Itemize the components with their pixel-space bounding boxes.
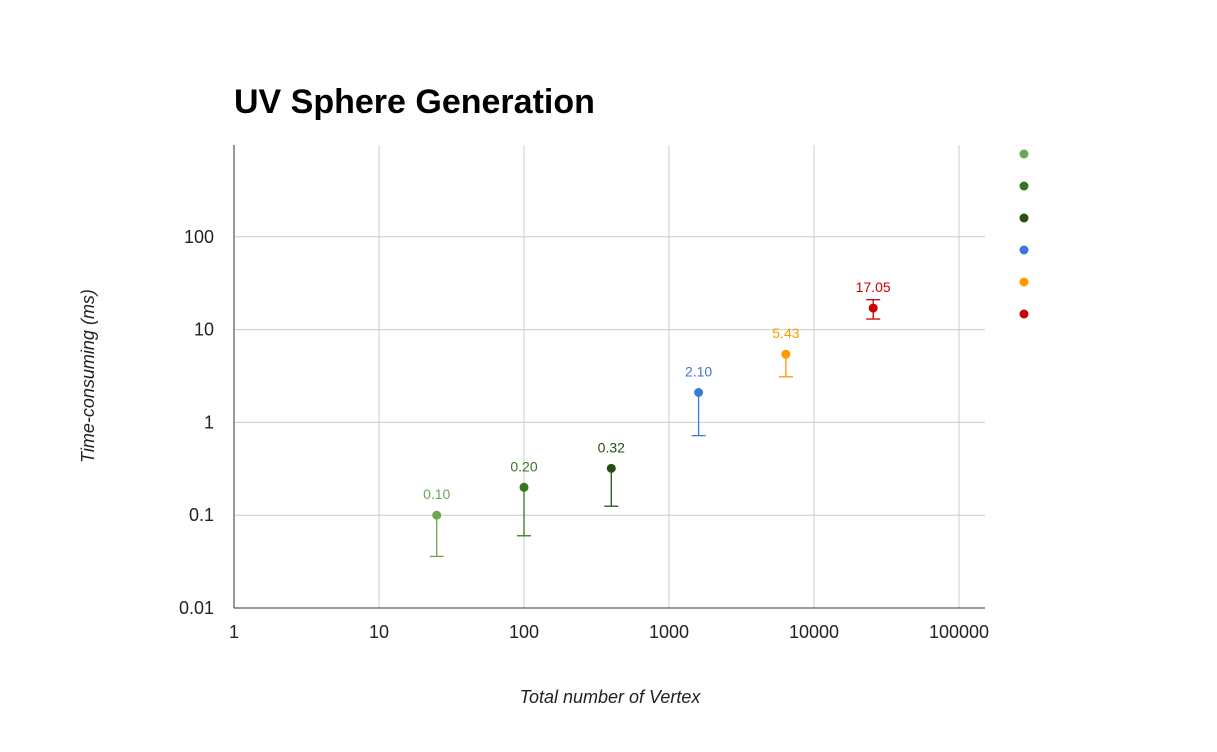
x-tick-label: 10 [369, 622, 389, 642]
x-axis-title: Total number of Vertex [520, 687, 702, 707]
x-tick-label: 10000 [789, 622, 839, 642]
y-tick-label: 100 [184, 227, 214, 247]
y-axis-title: Time-consuming (ms) [78, 289, 98, 463]
x-tick-label: 1000 [649, 622, 689, 642]
data-label: 2.10 [685, 363, 712, 379]
legend-marker [1019, 213, 1029, 223]
legend [1019, 149, 1029, 319]
data-points [432, 303, 878, 520]
x-tick-label: 100000 [929, 622, 989, 642]
legend-marker [1019, 309, 1029, 319]
grid-lines [233, 145, 985, 609]
data-label: 0.10 [423, 486, 450, 502]
data-label: 17.05 [856, 279, 891, 295]
y-tick-label: 0.01 [179, 598, 214, 618]
legend-marker [1019, 181, 1029, 191]
data-label: 0.20 [510, 458, 537, 474]
x-tick-label: 100 [509, 622, 539, 642]
data-point [868, 303, 878, 313]
data-point [606, 463, 616, 473]
y-tick-label: 10 [194, 320, 214, 340]
data-label: 0.32 [598, 439, 625, 455]
data-point [694, 387, 704, 397]
data-point [519, 482, 529, 492]
legend-marker [1019, 149, 1029, 159]
tick-labels: 0.01 0.1 1 10 100 1 10 100 1000 10000 100000 [179, 227, 989, 642]
data-label: 5.43 [772, 325, 799, 341]
data-point [432, 510, 442, 520]
legend-marker [1019, 277, 1029, 287]
y-tick-label: 0.1 [189, 505, 214, 525]
data-labels: 0.10 0.20 0.32 2.10 5.43 17.05 [423, 279, 891, 502]
data-point [781, 349, 791, 359]
x-tick-label: 1 [229, 622, 239, 642]
y-tick-label: 1 [204, 412, 214, 432]
chart-title: UV Sphere Generation [234, 83, 595, 121]
legend-marker [1019, 245, 1029, 255]
error-bars [429, 299, 881, 558]
